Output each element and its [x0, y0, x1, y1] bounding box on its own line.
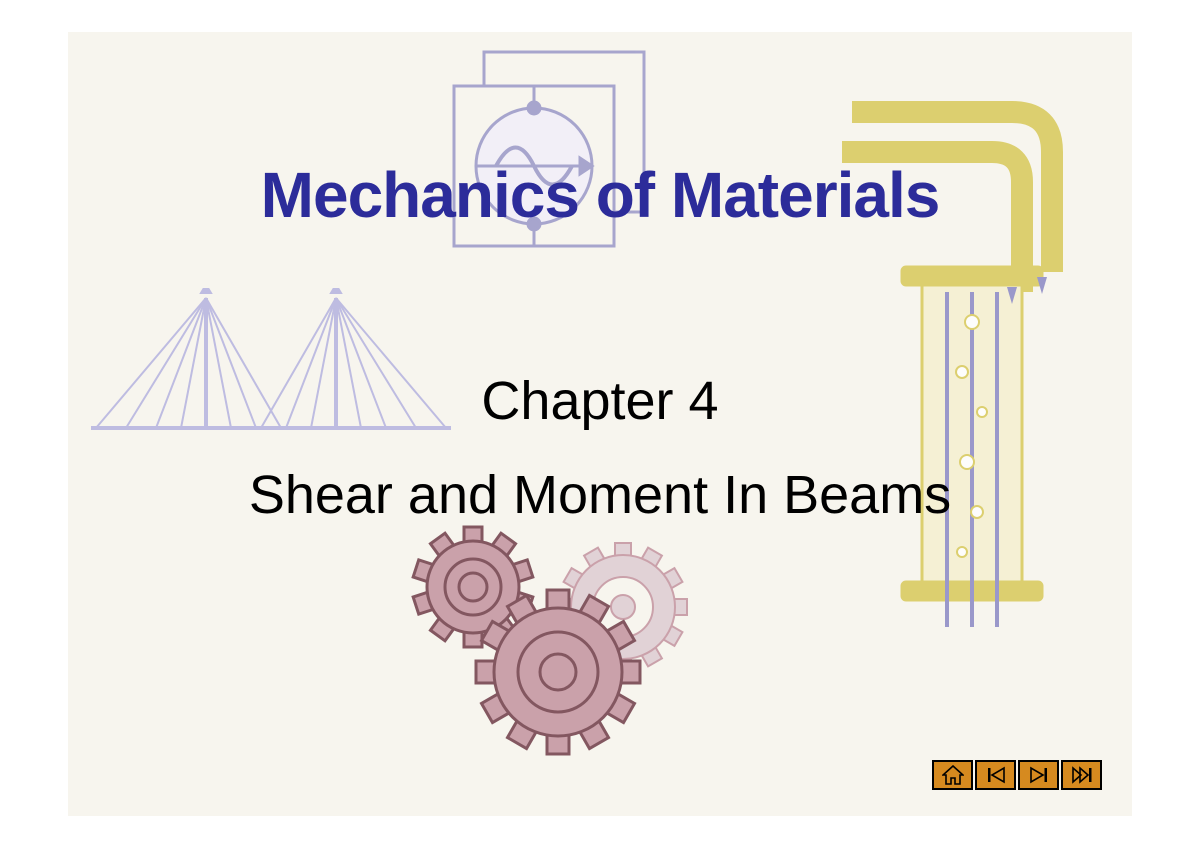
home-button[interactable] — [932, 760, 973, 790]
last-icon — [1071, 765, 1093, 785]
prev-button[interactable] — [975, 760, 1016, 790]
home-icon — [942, 765, 964, 785]
pipes-graphic — [812, 72, 1102, 632]
presentation-slide: Mechanics of Materials Chapter 4 Shear a… — [68, 32, 1132, 816]
prev-icon — [985, 765, 1007, 785]
last-button[interactable] — [1061, 760, 1102, 790]
nav-button-group — [932, 760, 1102, 790]
next-button[interactable] — [1018, 760, 1059, 790]
slide-title: Mechanics of Materials — [68, 158, 1132, 232]
next-icon — [1028, 765, 1050, 785]
chapter-label: Chapter 4 — [68, 370, 1132, 432]
slide-subtitle: Shear and Moment In Beams — [68, 464, 1132, 526]
gears-graphic — [398, 512, 708, 762]
